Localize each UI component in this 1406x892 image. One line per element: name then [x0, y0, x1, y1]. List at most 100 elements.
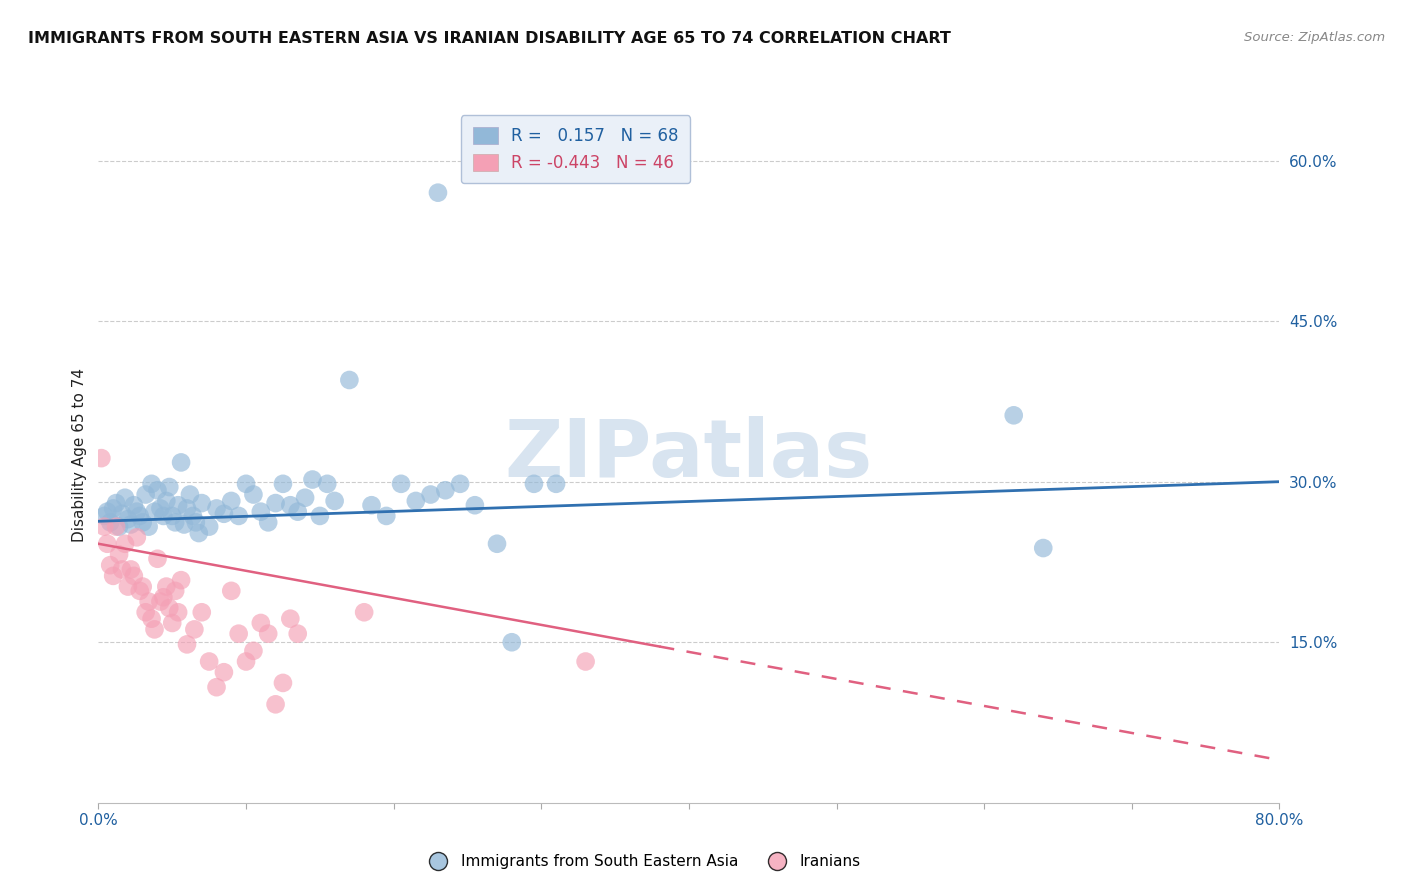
Point: [120, 562, 142, 576]
Point: [170, 455, 193, 469]
Point: [205, 501, 228, 516]
Point: [219, 583, 242, 598]
Point: [149, 594, 172, 608]
Point: [242, 487, 264, 501]
Point: [271, 676, 294, 690]
Point: [523, 476, 546, 491]
Point: [242, 644, 264, 658]
Point: [191, 496, 214, 510]
Point: [114, 491, 136, 505]
Point: [389, 476, 412, 491]
Point: [449, 476, 471, 491]
Point: [228, 626, 250, 640]
Point: [287, 626, 309, 640]
Text: Source: ZipAtlas.com: Source: ZipAtlas.com: [1244, 31, 1385, 45]
Text: ZIPatlas: ZIPatlas: [505, 416, 873, 494]
Point: [250, 615, 273, 630]
Point: [205, 680, 228, 694]
Point: [165, 583, 187, 598]
Point: [117, 580, 139, 594]
Point: [264, 496, 287, 510]
Point: [155, 494, 177, 508]
Point: [98, 516, 121, 530]
Point: [323, 494, 346, 508]
Point: [301, 473, 323, 487]
Legend: Immigrants from South Eastern Asia, Iranians: Immigrants from South Eastern Asia, Iran…: [416, 848, 866, 875]
Point: [155, 580, 177, 594]
Point: [278, 498, 302, 512]
Point: [157, 601, 180, 615]
Point: [257, 516, 280, 530]
Point: [132, 516, 155, 530]
Point: [138, 594, 160, 608]
Point: [184, 516, 207, 530]
Point: [90, 451, 112, 466]
Point: [405, 494, 427, 508]
Point: [167, 605, 190, 619]
Point: [117, 512, 139, 526]
Point: [574, 655, 596, 669]
Point: [103, 501, 125, 516]
Point: [264, 698, 287, 712]
Point: [228, 508, 250, 523]
Point: [111, 562, 134, 576]
Point: [93, 519, 115, 533]
Point: [93, 508, 115, 523]
Point: [257, 626, 280, 640]
Point: [162, 508, 183, 523]
Point: [143, 623, 166, 637]
Point: [309, 508, 332, 523]
Point: [212, 507, 235, 521]
Point: [135, 605, 157, 619]
Point: [132, 580, 155, 594]
Point: [122, 569, 145, 583]
Point: [181, 508, 204, 523]
Point: [98, 558, 121, 573]
Point: [149, 501, 172, 516]
Point: [157, 480, 180, 494]
Point: [167, 498, 190, 512]
Point: [105, 519, 128, 533]
Point: [219, 494, 242, 508]
Text: IMMIGRANTS FROM SOUTH EASTERN ASIA VS IRANIAN DISABILITY AGE 65 TO 74 CORRELATIO: IMMIGRANTS FROM SOUTH EASTERN ASIA VS IR…: [28, 31, 950, 46]
Point: [152, 508, 174, 523]
Point: [278, 612, 302, 626]
Point: [128, 508, 150, 523]
Point: [108, 519, 131, 533]
Point: [235, 476, 257, 491]
Point: [96, 537, 118, 551]
Point: [360, 498, 382, 512]
Point: [176, 637, 198, 651]
Point: [183, 623, 205, 637]
Point: [486, 537, 509, 551]
Point: [125, 530, 148, 544]
Point: [353, 605, 375, 619]
Point: [464, 498, 486, 512]
Point: [138, 519, 160, 533]
Point: [375, 508, 398, 523]
Point: [434, 483, 457, 498]
Point: [1032, 541, 1054, 555]
Point: [191, 605, 214, 619]
Point: [152, 591, 174, 605]
Point: [128, 583, 150, 598]
Point: [135, 487, 157, 501]
Point: [198, 655, 221, 669]
Point: [501, 635, 523, 649]
Point: [316, 476, 339, 491]
Point: [162, 615, 183, 630]
Point: [165, 516, 187, 530]
Point: [427, 186, 450, 200]
Point: [143, 505, 166, 519]
Point: [337, 373, 360, 387]
Point: [111, 507, 134, 521]
Point: [141, 476, 163, 491]
Point: [419, 487, 441, 501]
Y-axis label: Disability Age 65 to 74: Disability Age 65 to 74: [72, 368, 87, 542]
Point: [114, 537, 136, 551]
Point: [235, 655, 257, 669]
Point: [187, 526, 209, 541]
Point: [146, 483, 169, 498]
Point: [250, 505, 273, 519]
Point: [1002, 409, 1025, 423]
